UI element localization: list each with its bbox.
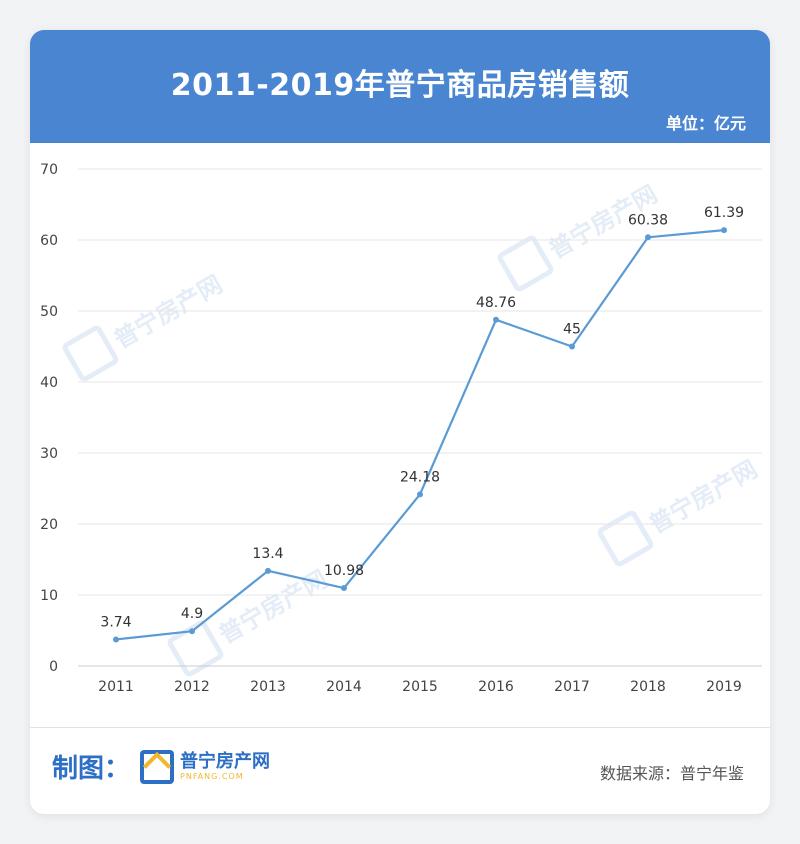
data-point xyxy=(189,628,195,635)
y-tick-label: 10 xyxy=(40,588,58,604)
series-line xyxy=(115,229,725,641)
data-point xyxy=(569,343,575,350)
y-tick-label: 30 xyxy=(40,446,58,462)
y-tick-label: 40 xyxy=(40,375,58,391)
data-label: 45 xyxy=(563,322,581,338)
data-point xyxy=(113,636,119,643)
chart-header: 2011-2019年普宁商品房销售额 单位：亿元 xyxy=(30,30,770,143)
data-label: 13.4 xyxy=(252,546,283,562)
y-tick-label: 20 xyxy=(40,517,58,533)
made-by-block: 制图： 普宁房产网 PNFANG.COM xyxy=(52,748,270,785)
y-tick-label: 60 xyxy=(40,233,58,249)
data-point xyxy=(493,316,499,323)
brand-domain: PNFANG.COM xyxy=(180,771,244,781)
unit-label: 单位：亿元 xyxy=(665,114,746,133)
data-point xyxy=(417,491,423,498)
line-chart: 0 10 20 30 40 50 60 70 2011 2012 2013 2014 2015 2016 2… xyxy=(40,162,762,695)
brand-logo: 普宁房产网 PNFANG.COM xyxy=(140,749,271,784)
x-tick-label: 2012 xyxy=(174,679,210,695)
x-tick-label: 2016 xyxy=(478,679,514,695)
data-source: 数据来源：普宁年鉴 xyxy=(599,764,744,783)
data-point xyxy=(341,585,347,592)
data-label: 61.39 xyxy=(704,205,744,221)
data-label: 24.18 xyxy=(400,469,440,485)
x-tick-label: 2013 xyxy=(250,679,286,695)
footer-divider xyxy=(30,727,770,728)
data-label: 4.9 xyxy=(181,606,203,622)
y-tick-label: 70 xyxy=(40,162,58,178)
data-label: 10.98 xyxy=(324,563,364,579)
chart-card: 2011-2019年普宁商品房销售额 单位：亿元 普宁房产网 普宁房产网 普宁房… xyxy=(30,30,770,814)
data-point xyxy=(265,567,271,574)
data-label: 3.74 xyxy=(100,614,131,630)
data-point xyxy=(645,234,651,241)
x-tick-label: 2011 xyxy=(98,679,134,695)
data-point xyxy=(721,227,727,234)
made-by-label: 制图： xyxy=(52,754,131,784)
x-tick-label: 2018 xyxy=(630,679,666,695)
y-tick-label: 0 xyxy=(49,659,58,675)
x-tick-label: 2014 xyxy=(326,679,362,695)
x-tick-label: 2019 xyxy=(706,679,742,695)
brand-logo-icon xyxy=(140,749,175,784)
x-tick-label: 2017 xyxy=(554,679,590,695)
brand-name: 普宁房产网 xyxy=(180,750,271,772)
data-label: 60.38 xyxy=(628,212,668,228)
chart-title: 2011-2019年普宁商品房销售额 xyxy=(170,68,630,103)
data-label: 48.76 xyxy=(476,295,516,311)
y-tick-label: 50 xyxy=(40,304,58,320)
x-tick-label: 2015 xyxy=(402,679,438,695)
